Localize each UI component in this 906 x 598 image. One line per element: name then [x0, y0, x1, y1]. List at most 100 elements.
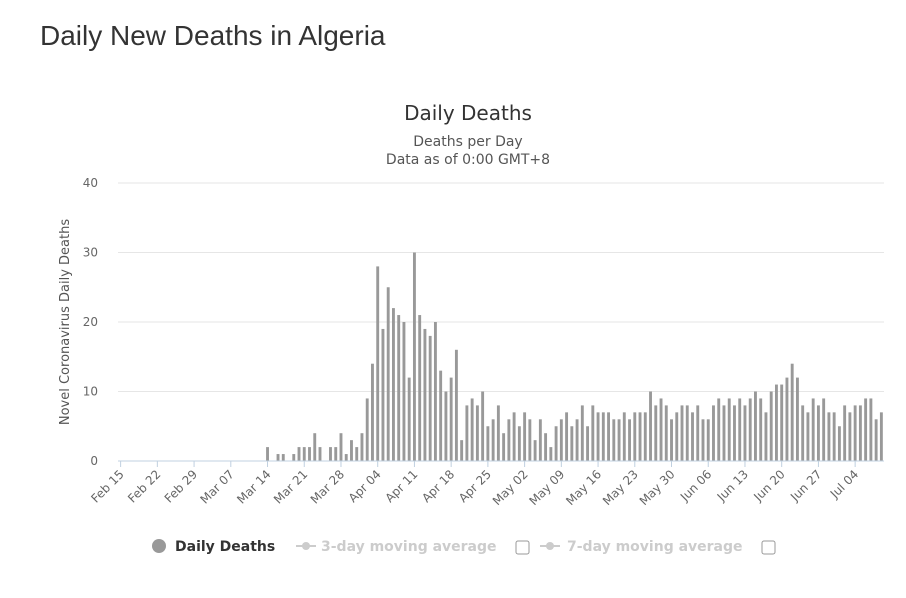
legend-item-7-day-average[interactable]: 7-day moving average: [540, 539, 743, 555]
bar[interactable]: [281, 454, 285, 461]
bar[interactable]: [848, 412, 852, 461]
bar[interactable]: [481, 391, 485, 462]
bar[interactable]: [412, 252, 416, 462]
bar[interactable]: [759, 398, 763, 461]
bar[interactable]: [748, 398, 752, 461]
bar[interactable]: [733, 405, 736, 461]
bar[interactable]: [743, 405, 747, 461]
bar[interactable]: [465, 405, 469, 461]
bar[interactable]: [475, 405, 479, 461]
bar[interactable]: [685, 405, 689, 461]
bar[interactable]: [454, 349, 458, 461]
legend-item-daily-deaths[interactable]: Daily Deaths: [152, 539, 275, 555]
bar[interactable]: [617, 419, 621, 461]
bar[interactable]: [696, 405, 700, 461]
bar[interactable]: [843, 405, 847, 461]
bar[interactable]: [775, 384, 778, 461]
bar[interactable]: [486, 426, 490, 461]
bar[interactable]: [575, 419, 579, 461]
bar[interactable]: [407, 377, 411, 461]
bar[interactable]: [649, 391, 652, 462]
bar[interactable]: [675, 412, 679, 461]
bar[interactable]: [439, 370, 443, 461]
bar[interactable]: [712, 405, 715, 461]
bar[interactable]: [879, 412, 883, 461]
bar[interactable]: [754, 391, 757, 462]
bar[interactable]: [701, 419, 705, 461]
bar[interactable]: [355, 447, 359, 461]
bar[interactable]: [292, 454, 296, 461]
bar[interactable]: [580, 405, 584, 461]
bar[interactable]: [670, 419, 673, 461]
bar[interactable]: [822, 398, 826, 461]
bar[interactable]: [523, 412, 527, 461]
bar[interactable]: [795, 377, 799, 461]
bar[interactable]: [433, 322, 437, 461]
bar[interactable]: [381, 328, 385, 461]
bar[interactable]: [538, 419, 542, 461]
bar[interactable]: [780, 384, 784, 461]
bar[interactable]: [360, 433, 364, 461]
bar[interactable]: [428, 335, 432, 461]
bar[interactable]: [517, 426, 521, 461]
bar[interactable]: [533, 440, 537, 461]
bar[interactable]: [386, 287, 390, 461]
bar[interactable]: [586, 426, 590, 461]
bar[interactable]: [727, 398, 731, 461]
bar[interactable]: [376, 266, 380, 461]
bar[interactable]: [460, 440, 464, 461]
bar[interactable]: [811, 398, 815, 461]
bar[interactable]: [313, 433, 317, 461]
bar[interactable]: [444, 391, 448, 462]
bar[interactable]: [350, 440, 353, 461]
bar[interactable]: [449, 377, 453, 461]
bar[interactable]: [764, 412, 768, 461]
bar[interactable]: [491, 419, 495, 461]
bar[interactable]: [601, 412, 605, 461]
bar[interactable]: [612, 419, 616, 461]
bar[interactable]: [869, 398, 873, 461]
bar[interactable]: [717, 398, 721, 461]
bar[interactable]: [680, 405, 684, 461]
bar[interactable]: [554, 426, 558, 461]
bar[interactable]: [334, 447, 338, 461]
bar[interactable]: [874, 419, 878, 461]
bar[interactable]: [691, 412, 694, 461]
bar[interactable]: [837, 426, 841, 461]
bar[interactable]: [790, 363, 794, 461]
bar[interactable]: [470, 398, 474, 461]
bar[interactable]: [318, 447, 322, 461]
bar[interactable]: [308, 447, 311, 461]
bar[interactable]: [402, 322, 406, 461]
bar[interactable]: [371, 363, 374, 461]
bar[interactable]: [638, 412, 642, 461]
legend-item-3-day-average[interactable]: 3-day moving average: [296, 539, 497, 555]
bar[interactable]: [496, 405, 500, 461]
bar[interactable]: [276, 454, 280, 461]
bar[interactable]: [397, 315, 401, 461]
bar[interactable]: [544, 433, 548, 461]
bar[interactable]: [722, 405, 726, 461]
bar[interactable]: [549, 447, 553, 461]
bar[interactable]: [659, 398, 663, 461]
bar[interactable]: [643, 412, 647, 461]
checkbox-3-day-average[interactable]: [515, 540, 530, 555]
bar[interactable]: [339, 433, 343, 461]
bar[interactable]: [596, 412, 600, 461]
bar[interactable]: [512, 412, 516, 461]
checkbox-7-day-average[interactable]: [761, 540, 776, 555]
bar[interactable]: [832, 412, 836, 461]
bar[interactable]: [706, 419, 710, 461]
bar[interactable]: [266, 447, 269, 461]
bar[interactable]: [418, 315, 422, 461]
bar[interactable]: [392, 308, 395, 461]
bar[interactable]: [622, 412, 626, 461]
bar[interactable]: [738, 398, 742, 461]
bar[interactable]: [769, 391, 773, 462]
bar[interactable]: [507, 419, 511, 461]
bar[interactable]: [329, 447, 332, 461]
bar[interactable]: [858, 405, 862, 461]
bar[interactable]: [565, 412, 569, 461]
bar[interactable]: [816, 405, 820, 461]
bar[interactable]: [806, 412, 810, 461]
